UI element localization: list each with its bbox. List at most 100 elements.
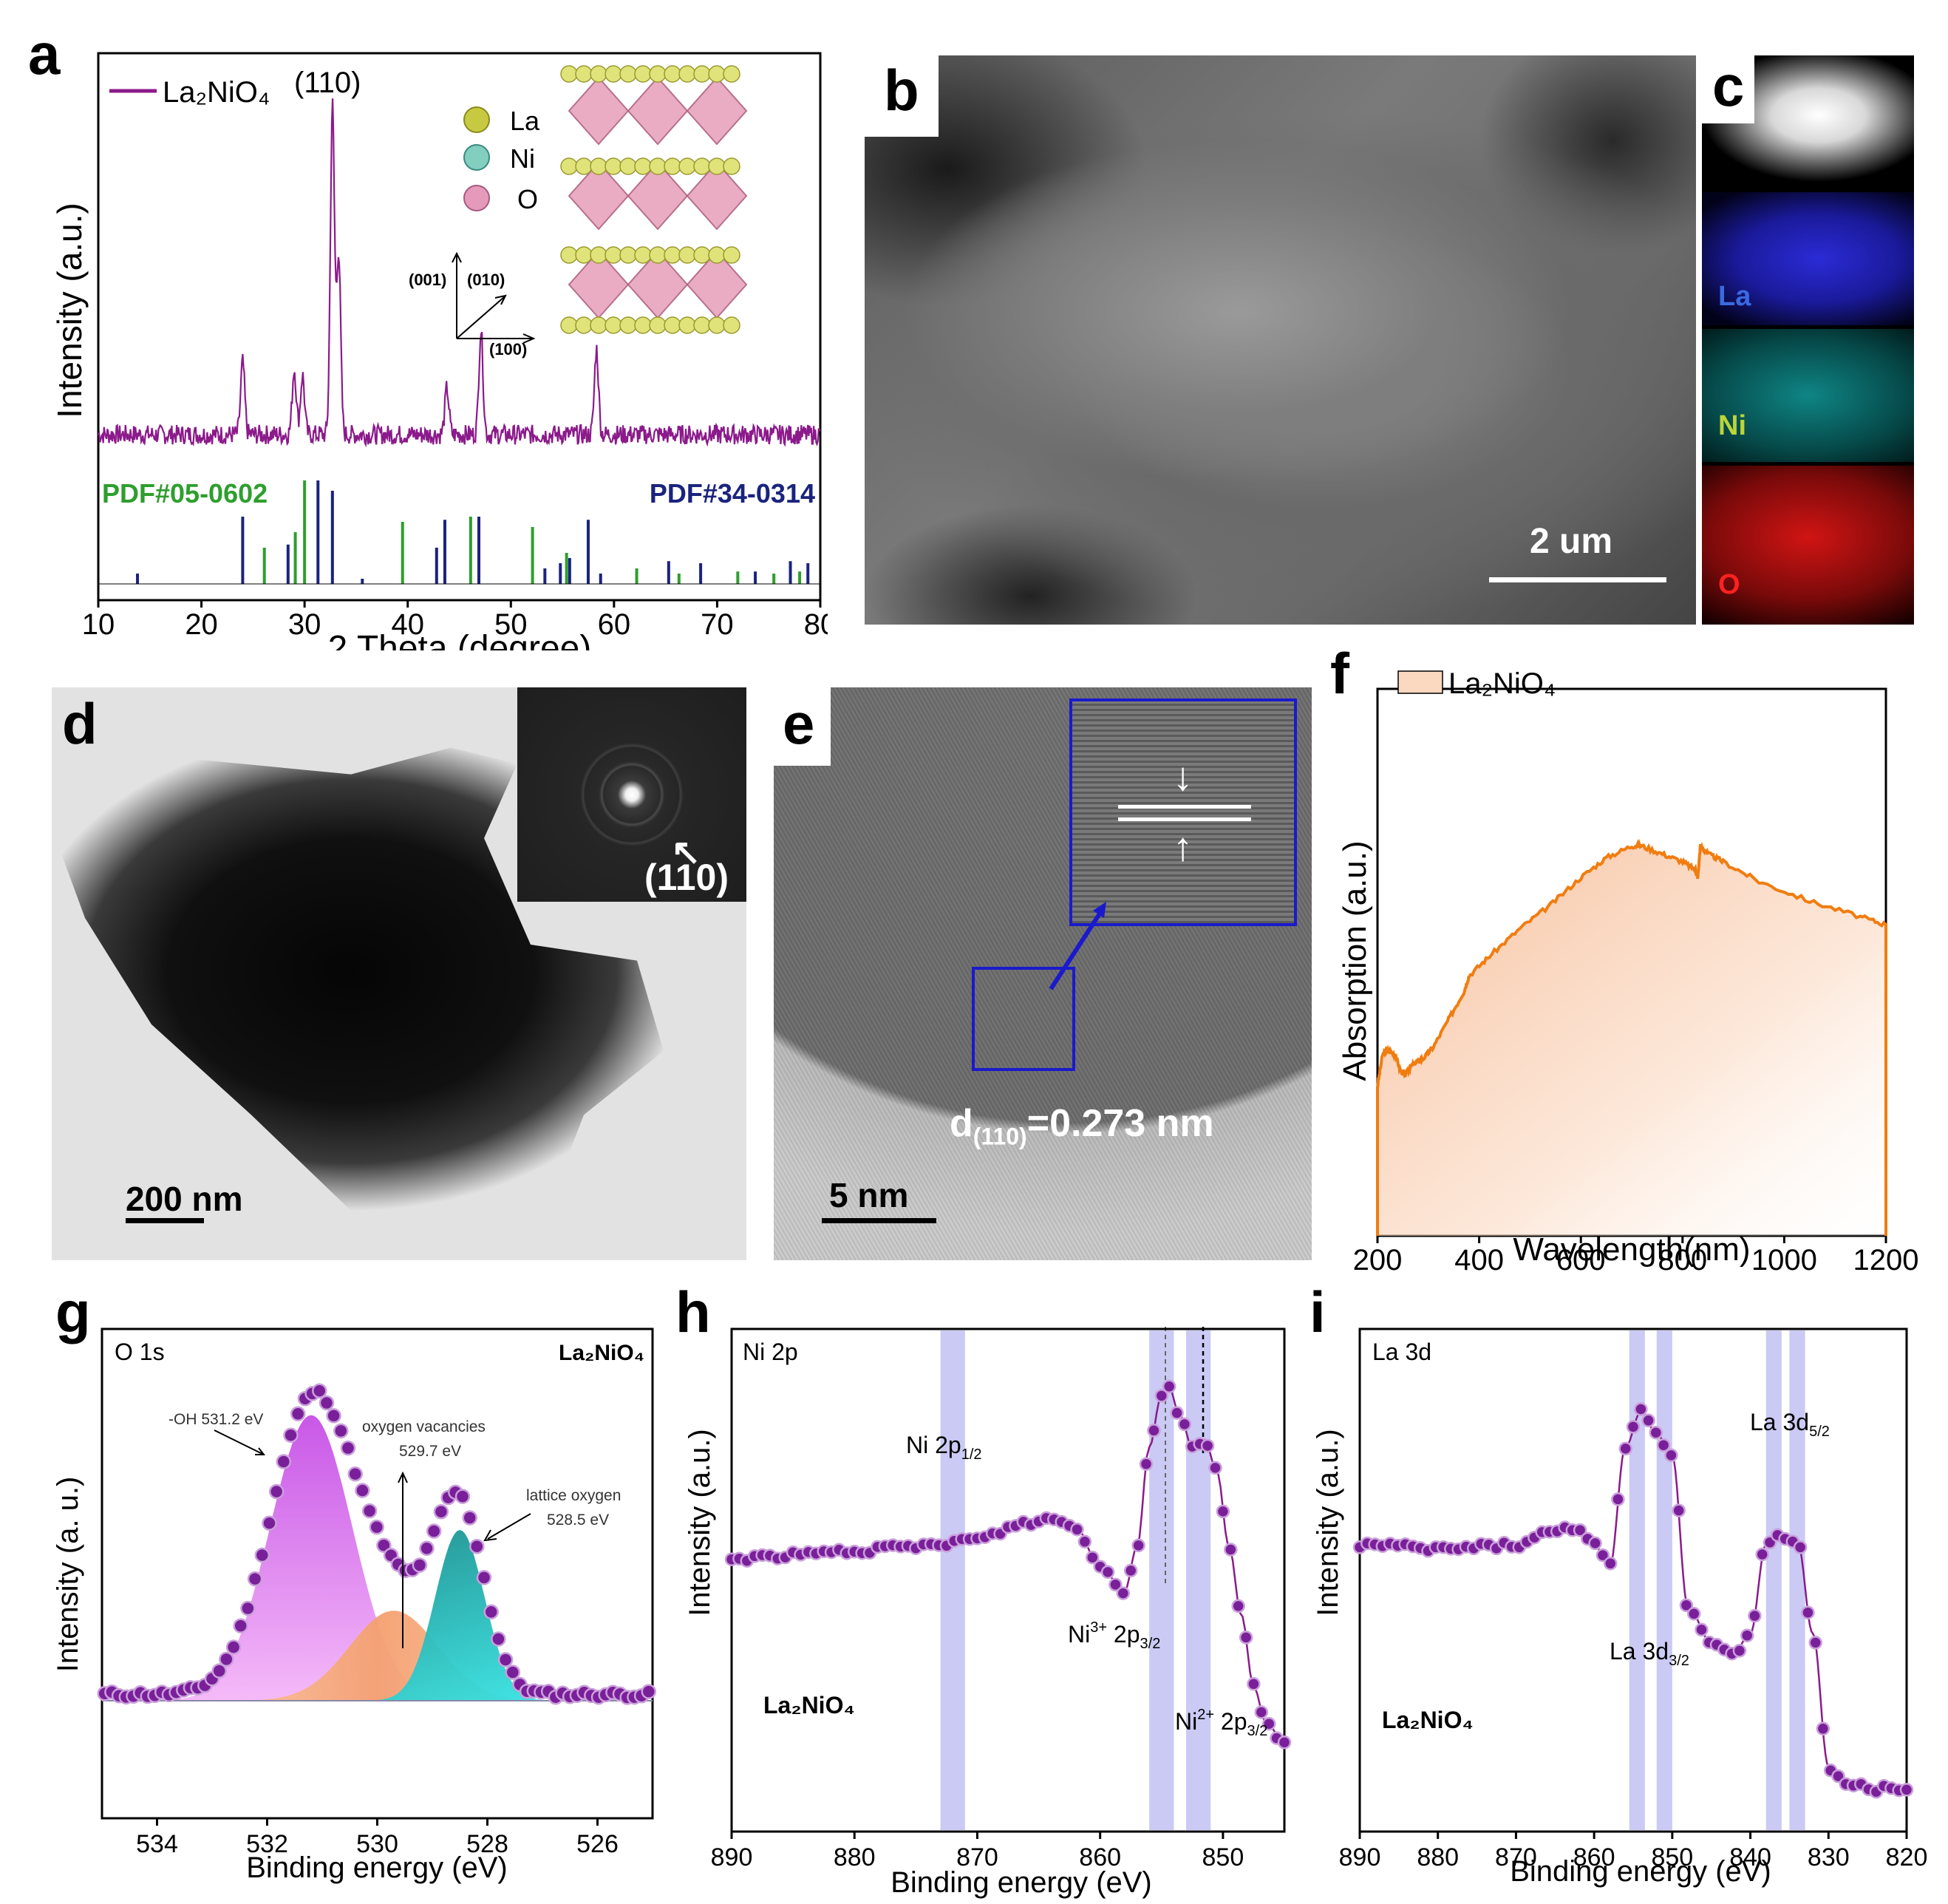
annot-la32-main: La 3d <box>1610 1638 1669 1665</box>
chart-f: f La₂NiO₄ Absorption (a.u.) Wavelength(n… <box>1330 641 1918 1276</box>
annot-ni2p12: Ni 2p1/2 <box>906 1432 982 1463</box>
fit-components-g <box>102 1415 653 1701</box>
f-tick-label-400: 400 <box>1454 1244 1504 1276</box>
data-point <box>476 1570 492 1585</box>
reference-lines-a <box>98 480 820 585</box>
eds-map-ni: Ni <box>1702 329 1914 462</box>
x-axis-label-f: Wavelength(nm) <box>1513 1231 1750 1268</box>
la-atom-1-0 <box>575 65 593 83</box>
la-atom-4-0 <box>619 65 637 83</box>
annot-lat2: 528.5 eV <box>547 1512 609 1529</box>
data-point <box>312 1383 327 1398</box>
data-point <box>340 1440 356 1456</box>
band-2 <box>1186 1330 1211 1830</box>
data-point <box>1816 1721 1830 1736</box>
la-atom-10-4 <box>708 246 726 264</box>
panel-b-sem-image: b 2 um <box>865 55 1696 625</box>
scale-bar-d <box>126 1218 204 1223</box>
panel-label-h: h <box>675 1279 711 1344</box>
data-points-g <box>97 1383 657 1705</box>
i-tick-label-890: 890 <box>1339 1843 1381 1871</box>
panel-h: h Ni 2p La₂NiO₄ Ni 2p1/2 Ni3+ 2p3/2 Ni2+… <box>665 1279 1293 1900</box>
axis-100-label: (100) <box>489 340 527 358</box>
data-point <box>419 1540 435 1557</box>
data-point <box>1123 1563 1138 1578</box>
la-atom-5-2 <box>634 157 652 175</box>
saed-arrow-icon: ↖ <box>671 833 701 872</box>
annot-ni3-main: Ni <box>1068 1621 1090 1648</box>
la-atom-11-4 <box>723 246 740 264</box>
la-atom-6-2 <box>649 157 667 175</box>
sample-label-i: La₂NiO₄ <box>1382 1707 1474 1733</box>
data-point <box>233 1618 248 1633</box>
la-atom-10-0 <box>708 65 726 83</box>
f-tick-label-600: 600 <box>1556 1244 1606 1276</box>
data-point <box>333 1423 349 1439</box>
data-point <box>454 1489 471 1504</box>
panel-label-c: c <box>1702 55 1755 123</box>
la-atom-4-5 <box>619 316 637 334</box>
crystal-structure-inset: La Ni O (001) (010) (100) <box>409 65 748 358</box>
data-point <box>1808 1636 1822 1650</box>
data-point <box>1801 1605 1815 1619</box>
highlight-bands-i <box>1629 1330 1805 1830</box>
data-point <box>1177 1417 1192 1432</box>
atom-o-icon <box>463 185 490 211</box>
scale-text-b: 2 um <box>1530 522 1613 561</box>
annotation-arrows-g <box>214 1429 531 1648</box>
lattice-line-top <box>1118 805 1251 809</box>
data-point <box>1139 1457 1154 1471</box>
x-axis-label-g: Binding energy (eV) <box>246 1852 508 1884</box>
data-point <box>1116 1586 1131 1600</box>
h-tick-label-870: 870 <box>956 1843 998 1871</box>
la-atom-7-2 <box>664 157 681 175</box>
saed-label-110: (110) <box>644 857 729 898</box>
data-point <box>1748 1608 1762 1623</box>
data-point <box>1626 1420 1641 1434</box>
annot-ni2p12-sub: 1/2 <box>961 1446 982 1463</box>
a-tick-label-40: 40 <box>391 608 424 641</box>
y-axis-label-g: Intensity (a. u.) <box>52 1477 84 1673</box>
eds-map-la: La <box>1702 192 1914 325</box>
x-axis-label-a: 2 Theta (degree) <box>328 629 592 650</box>
d-spacing-d: d <box>950 1102 973 1145</box>
annot-la52: La 3d5/2 <box>1750 1409 1830 1440</box>
data-point <box>641 1684 657 1699</box>
atom-la-icon <box>463 106 490 133</box>
annot-la52-sub: 5/2 <box>1809 1424 1830 1440</box>
octahedron-0-2 <box>686 76 748 146</box>
annot-ni2-main: Ni <box>1175 1708 1197 1735</box>
octahedron-0-1 <box>627 76 689 146</box>
data-point <box>505 1665 521 1680</box>
data-point <box>433 1503 449 1520</box>
la-atom-3-2 <box>605 157 622 175</box>
data-point <box>1793 1540 1808 1554</box>
hrtem-zoom-inset: ↓ ↑ <box>1069 698 1297 926</box>
la-atom-3-4 <box>605 246 622 264</box>
xrd-pattern-line <box>98 98 821 448</box>
i-tick-label-820: 820 <box>1886 1843 1928 1871</box>
data-point <box>462 1510 477 1526</box>
legend-text-a: La₂NiO₄ <box>163 76 270 109</box>
y-axis-label-i: Intensity (a.u.) <box>1312 1429 1344 1616</box>
la-atom-9-0 <box>693 65 711 83</box>
annot-ni2: Ni2+ 2p3/2 <box>1175 1707 1267 1739</box>
data-point <box>1086 1550 1100 1565</box>
la-atom-0-4 <box>560 246 578 264</box>
la-atom-8-2 <box>678 157 696 175</box>
plot-frame-i <box>1358 1327 1908 1833</box>
data-point <box>283 1427 299 1443</box>
la-atom-0-5 <box>560 316 578 334</box>
la-atom-1-5 <box>575 316 593 334</box>
data-point <box>483 1604 499 1620</box>
plot-frame-g <box>101 1327 654 1820</box>
data-point <box>376 1537 392 1553</box>
plot-frame-a <box>97 52 822 602</box>
data-point <box>1231 1599 1245 1614</box>
chart-h: h Ni 2p La₂NiO₄ Ni 2p1/2 Ni3+ 2p3/2 Ni2+… <box>675 1279 1292 1899</box>
core-level-label-i: La 3d <box>1372 1339 1431 1365</box>
ref-label-34-0314: PDF#34-0314 <box>650 478 815 509</box>
h-tick-label-850: 850 <box>1202 1843 1244 1871</box>
panel-g: g O 1s La₂NiO₄ -OH 531.2 eV oxygen vacan… <box>0 1279 665 1900</box>
hrtem-selection-box <box>972 967 1075 1071</box>
